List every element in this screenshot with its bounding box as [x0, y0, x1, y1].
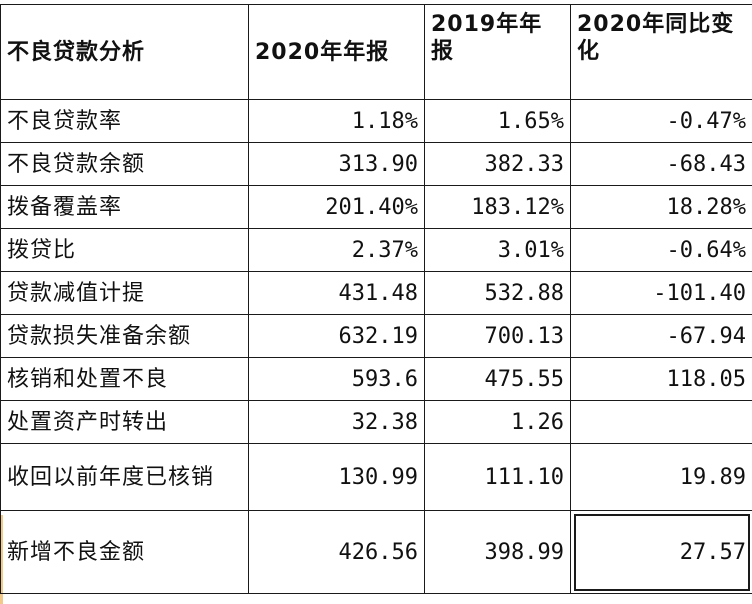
cell-2020[interactable]: 2.37%	[248, 228, 425, 272]
row-label[interactable]: 不良贷款率	[0, 99, 249, 143]
table-row: 拨备覆盖率 201.40% 183.12% 18.28%	[0, 185, 752, 229]
row-label[interactable]: 拨备覆盖率	[0, 185, 249, 229]
cell-2020[interactable]: 426.56	[248, 510, 425, 594]
cell-change[interactable]: -0.47%	[570, 99, 752, 143]
table-row: 不良贷款余额 313.90 382.33 -68.43	[0, 142, 752, 186]
cell-2020[interactable]: 431.48	[248, 271, 425, 315]
table-row: 核销和处置不良 593.6 475.55 118.05	[0, 357, 752, 401]
cell-2019[interactable]: 532.88	[424, 271, 571, 315]
table-row: 新增不良金额 426.56 398.99 27.57	[0, 510, 752, 594]
header-item[interactable]: 不良贷款分析	[0, 4, 249, 100]
cell-2019[interactable]: 1.26	[424, 400, 571, 444]
table-row: 拨贷比 2.37% 3.01% -0.64%	[0, 228, 752, 272]
header-row: 不良贷款分析 2020年年报 2019年年报 2020年同比变化	[0, 4, 752, 100]
cell-change[interactable]: -0.64%	[570, 228, 752, 272]
cell-change[interactable]: -67.94	[570, 314, 752, 358]
header-yoy-change[interactable]: 2020年同比变化	[570, 4, 752, 100]
cell-change[interactable]: -68.43	[570, 142, 752, 186]
cell-2019[interactable]: 3.01%	[424, 228, 571, 272]
row-label[interactable]: 不良贷款余额	[0, 142, 249, 186]
table-row: 处置资产时转出 32.38 1.26	[0, 400, 752, 444]
table-row: 收回以前年度已核销 130.99 111.10 19.89	[0, 443, 752, 511]
cell-2020[interactable]: 130.99	[248, 443, 425, 511]
header-2020-annual[interactable]: 2020年年报	[248, 4, 425, 100]
cell-change[interactable]: 19.89	[570, 443, 752, 511]
cell-change[interactable]: -101.40	[570, 271, 752, 315]
row-label[interactable]: 新增不良金额	[0, 510, 249, 594]
table-row: 贷款减值计提 431.48 532.88 -101.40	[0, 271, 752, 315]
cell-2019[interactable]: 700.13	[424, 314, 571, 358]
cell-2020[interactable]: 593.6	[248, 357, 425, 401]
cell-change[interactable]	[570, 400, 752, 444]
row-label[interactable]: 贷款减值计提	[0, 271, 249, 315]
cell-2020[interactable]: 201.40%	[248, 185, 425, 229]
cell-change-selected[interactable]: 27.57	[570, 510, 752, 594]
cell-2019[interactable]: 398.99	[424, 510, 571, 594]
cell-2019[interactable]: 183.12%	[424, 185, 571, 229]
header-2019-annual[interactable]: 2019年年报	[424, 4, 571, 100]
row-label[interactable]: 核销和处置不良	[0, 357, 249, 401]
cell-change[interactable]: 18.28%	[570, 185, 752, 229]
row-label[interactable]: 拨贷比	[0, 228, 249, 272]
table-row: 不良贷款率 1.18% 1.65% -0.47%	[0, 99, 752, 143]
row-label[interactable]: 收回以前年度已核销	[0, 443, 249, 511]
cell-2020[interactable]: 313.90	[248, 142, 425, 186]
npl-analysis-table: 不良贷款分析 2020年年报 2019年年报 2020年同比变化 不良贷款率 1…	[0, 4, 752, 594]
cell-2020[interactable]: 632.19	[248, 314, 425, 358]
cell-2020[interactable]: 32.38	[248, 400, 425, 444]
cell-2019[interactable]: 475.55	[424, 357, 571, 401]
cell-2020[interactable]: 1.18%	[248, 99, 425, 143]
row-label[interactable]: 贷款损失准备余额	[0, 314, 249, 358]
cell-change[interactable]: 118.05	[570, 357, 752, 401]
cell-2019[interactable]: 382.33	[424, 142, 571, 186]
table-row: 贷款损失准备余额 632.19 700.13 -67.94	[0, 314, 752, 358]
cell-2019[interactable]: 1.65%	[424, 99, 571, 143]
cell-2019[interactable]: 111.10	[424, 443, 571, 511]
row-label[interactable]: 处置资产时转出	[0, 400, 249, 444]
